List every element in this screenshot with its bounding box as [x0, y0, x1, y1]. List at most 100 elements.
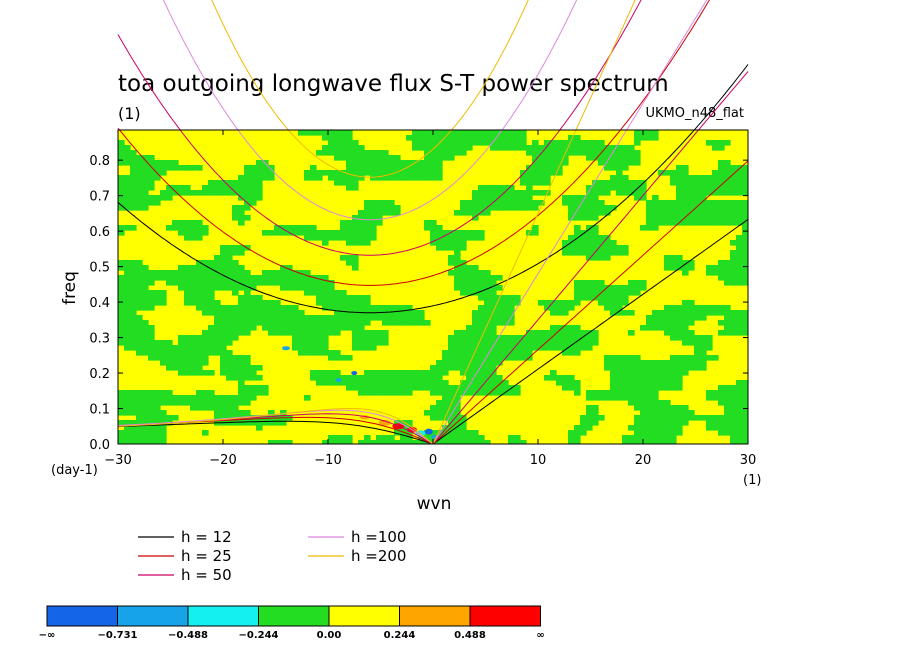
field-cell — [142, 300, 149, 306]
field-cell — [370, 225, 377, 231]
field-cell — [562, 145, 569, 151]
field-cell — [382, 160, 389, 166]
field-cell — [352, 335, 359, 341]
field-cell — [118, 295, 125, 301]
field-cell — [658, 385, 665, 391]
field-cell — [424, 145, 431, 151]
field-cell — [238, 220, 245, 226]
field-cell — [646, 360, 653, 366]
field-cell — [664, 220, 671, 226]
field-cell — [490, 335, 497, 341]
field-cell — [556, 300, 563, 306]
field-cell — [682, 190, 689, 196]
field-cell — [394, 310, 401, 316]
field-cell — [568, 245, 575, 251]
field-cell — [346, 225, 353, 231]
field-cell — [658, 400, 665, 406]
field-cell — [664, 215, 671, 221]
field-cell — [544, 180, 551, 186]
field-cell — [448, 435, 455, 441]
field-cell — [448, 340, 455, 346]
field-cell — [586, 245, 593, 251]
field-cell — [184, 350, 191, 356]
field-cell — [664, 375, 671, 381]
field-cell — [214, 310, 221, 316]
field-cell — [352, 260, 359, 266]
field-cell — [244, 205, 251, 211]
field-cell — [178, 185, 185, 191]
field-cell — [352, 185, 359, 191]
field-cell — [322, 305, 329, 311]
field-cell — [736, 270, 743, 276]
field-cell — [460, 385, 467, 391]
field-cell — [202, 280, 209, 286]
field-cell — [298, 275, 305, 281]
field-cell — [394, 375, 401, 381]
field-cell — [490, 290, 497, 296]
field-cell — [136, 270, 143, 276]
field-cell — [550, 300, 557, 306]
field-cell — [328, 235, 335, 241]
field-cell — [616, 380, 623, 386]
field-cell — [460, 290, 467, 296]
field-cell — [346, 385, 353, 391]
field-cell — [628, 285, 635, 291]
field-cell — [370, 205, 377, 211]
field-cell — [502, 345, 509, 351]
field-cell — [574, 230, 581, 236]
field-cell — [232, 205, 239, 211]
field-cell — [184, 190, 191, 196]
field-cell — [340, 145, 347, 151]
field-cell — [124, 160, 131, 166]
field-cell — [346, 325, 353, 331]
field-cell — [520, 345, 527, 351]
field-cell — [622, 370, 629, 376]
field-cell — [400, 375, 407, 381]
field-cell — [658, 200, 665, 206]
field-cell — [562, 330, 569, 336]
field-cell — [322, 170, 329, 176]
field-cell — [304, 230, 311, 236]
field-cell — [424, 220, 431, 226]
field-cell — [652, 195, 659, 201]
field-cell — [178, 350, 185, 356]
field-cell — [130, 225, 137, 231]
field-cell — [118, 300, 125, 306]
field-cell — [148, 165, 155, 171]
field-cell — [580, 245, 587, 251]
field-cell — [286, 265, 293, 271]
field-cell — [430, 150, 437, 156]
field-cell — [700, 355, 707, 361]
field-cell — [628, 280, 635, 286]
field-cell — [160, 410, 167, 416]
field-cell — [376, 440, 383, 444]
x-axis-label: wvn — [417, 494, 452, 514]
field-cell — [448, 405, 455, 411]
field-cell — [688, 205, 695, 211]
field-cell — [730, 395, 737, 401]
field-cell — [244, 275, 251, 281]
field-cell — [154, 195, 161, 201]
field-cell — [268, 410, 275, 416]
field-cell — [592, 390, 599, 396]
field-cell — [724, 265, 731, 271]
field-cell — [508, 310, 515, 316]
field-cell — [172, 185, 179, 191]
field-cell — [616, 310, 623, 316]
field-cell — [742, 175, 748, 181]
field-cell — [298, 350, 305, 356]
field-cell — [478, 200, 485, 206]
field-cell — [238, 210, 245, 216]
field-cell — [262, 415, 269, 421]
field-cell — [544, 345, 551, 351]
field-cell — [508, 140, 515, 146]
field-cell — [544, 165, 551, 171]
field-cell — [118, 180, 125, 186]
field-cell — [616, 190, 623, 196]
field-cell — [514, 435, 521, 441]
field-cell — [208, 370, 215, 376]
field-cell — [508, 145, 515, 151]
field-cell — [502, 380, 509, 386]
field-cell — [544, 330, 551, 336]
field-cell — [322, 325, 329, 331]
